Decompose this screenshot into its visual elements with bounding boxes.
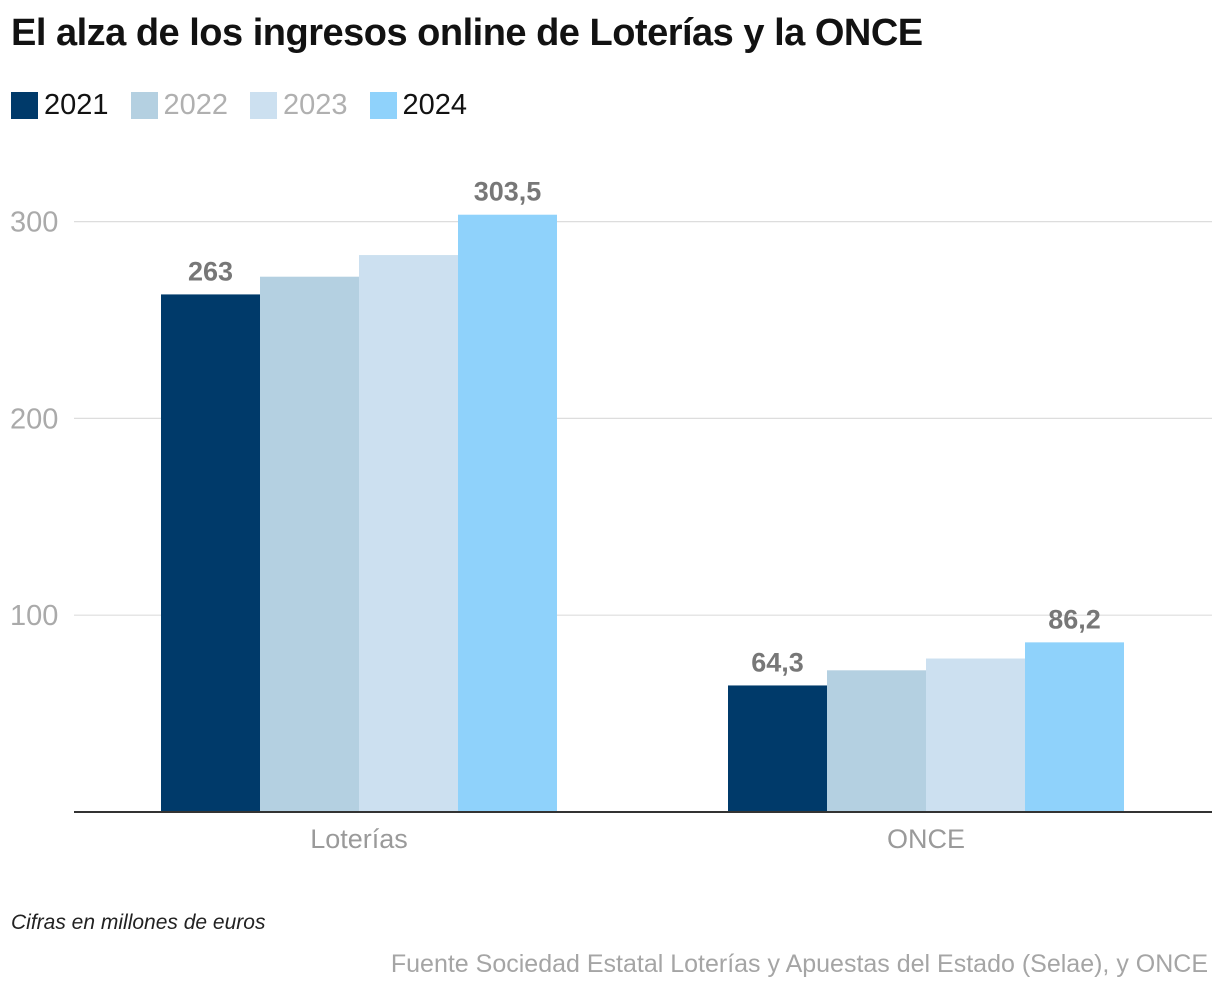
legend-item-2022: 2022 xyxy=(130,88,229,122)
x-tick-label: ONCE xyxy=(887,824,965,854)
bar-2021-1 xyxy=(728,685,827,812)
bar-2023-1 xyxy=(926,658,1025,812)
bar-2022-1 xyxy=(827,670,926,812)
chart-note: Cifras en millones de euros xyxy=(11,911,266,934)
data-label: 303,5 xyxy=(474,177,542,207)
bar-2024-1 xyxy=(1025,642,1124,812)
legend: 2021 2022 2023 2024 xyxy=(11,88,467,122)
legend-item-2021: 2021 xyxy=(11,88,109,122)
y-tick-label: 200 xyxy=(10,403,58,435)
chart-source: Fuente Sociedad Estatal Loterías y Apues… xyxy=(390,950,1208,978)
legend-item-2023: 2023 xyxy=(250,88,348,122)
y-tick-label: 100 xyxy=(10,600,58,632)
data-label: 263 xyxy=(188,256,233,286)
data-label: 86,2 xyxy=(1048,604,1101,634)
legend-label: 2023 xyxy=(283,89,348,121)
legend-swatch xyxy=(369,91,397,119)
legend-swatch xyxy=(250,91,278,119)
legend-label: 2022 xyxy=(163,89,229,121)
legend-swatch xyxy=(11,91,38,119)
bar-2022-0 xyxy=(260,276,359,813)
bar-2024-0 xyxy=(458,214,557,812)
y-tick-label: 300 xyxy=(10,207,58,239)
chart-title: El alza de los ingresos online de Loterí… xyxy=(11,12,923,54)
data-label: 64,3 xyxy=(751,647,804,677)
legend-swatch xyxy=(130,91,158,119)
legend-item-2024: 2024 xyxy=(369,88,468,122)
bar-2021-0 xyxy=(161,294,260,812)
bar-2023-0 xyxy=(359,255,458,812)
legend-label: 2021 xyxy=(44,89,109,121)
legend-label: 2024 xyxy=(402,89,468,121)
x-tick-label: Loterías xyxy=(310,824,408,854)
